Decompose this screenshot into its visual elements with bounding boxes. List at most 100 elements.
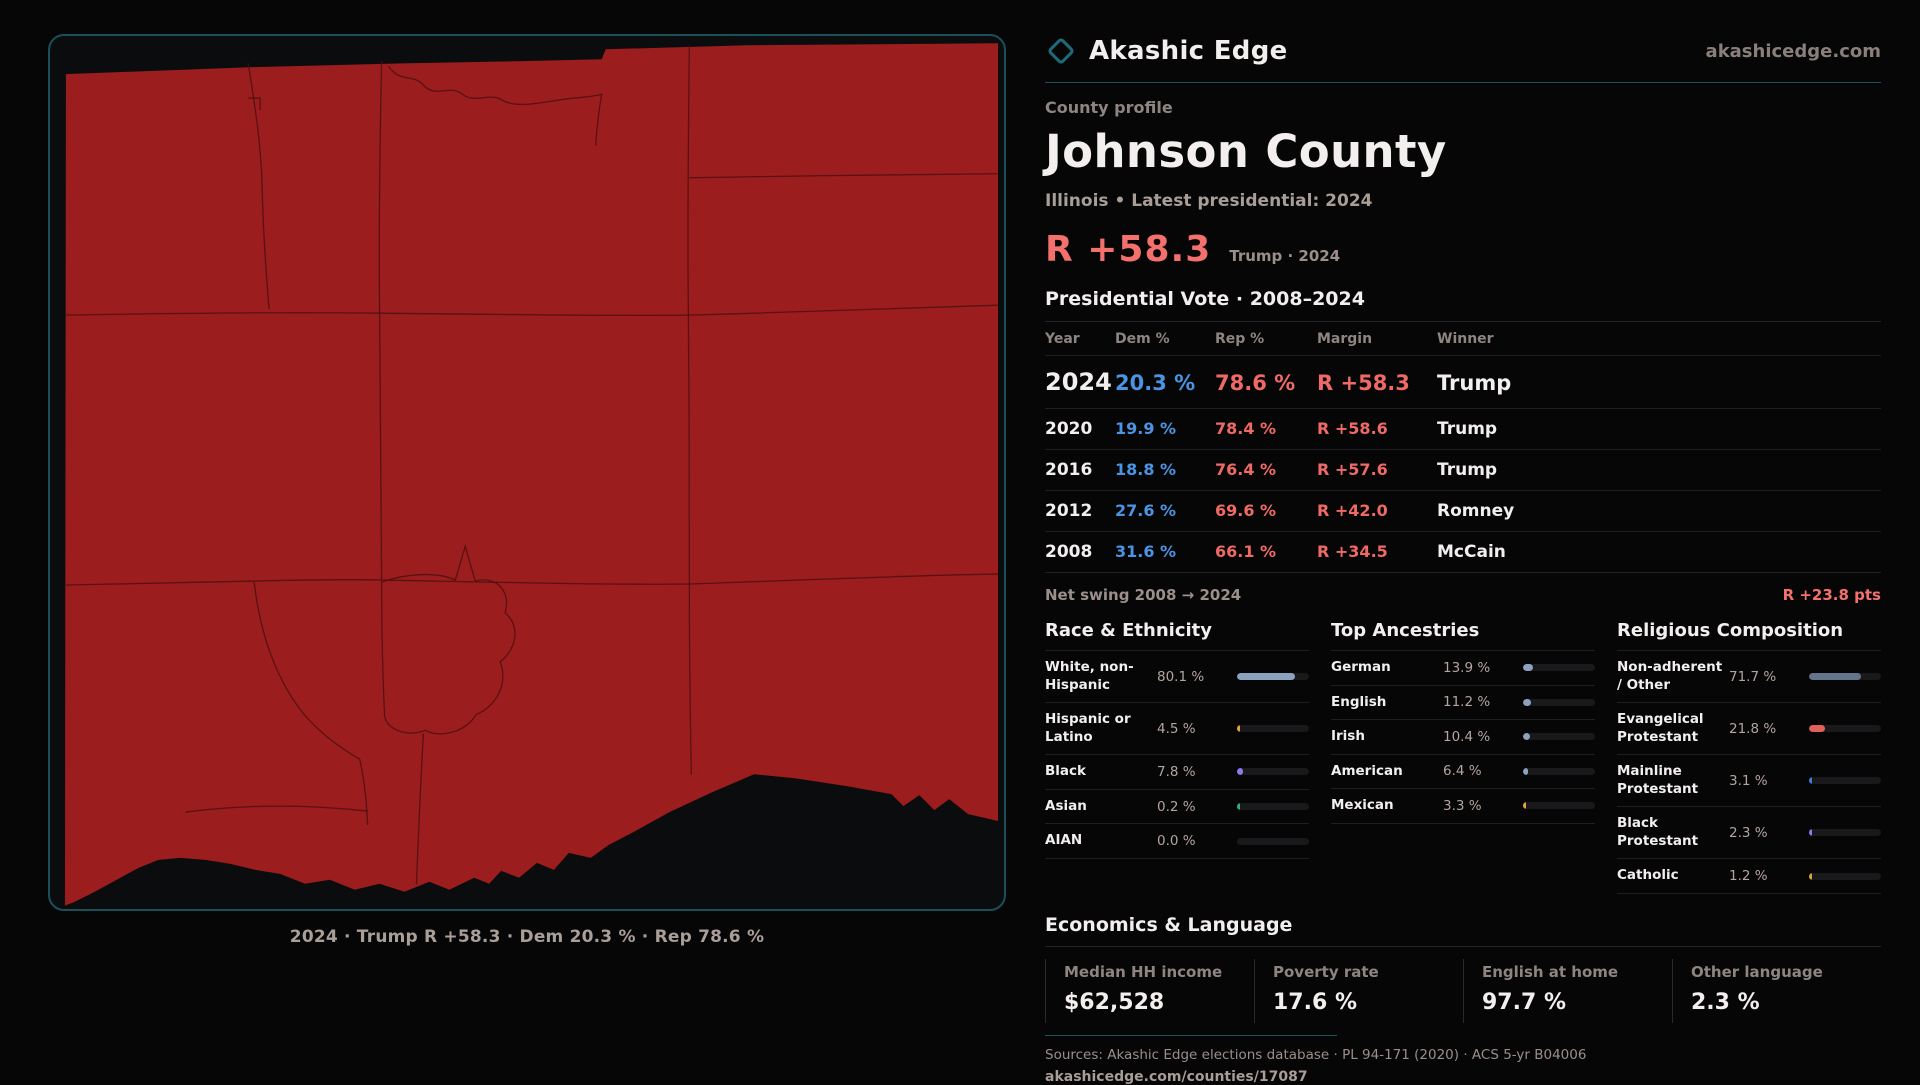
vote-table: Year Dem % Rep % Margin Winner 2024 20.3…	[1045, 321, 1881, 572]
cell-rep: 78.4 %	[1215, 419, 1277, 438]
list-item: German 13.9 %	[1331, 650, 1595, 685]
religion-section: Religious Composition Non-adherent / Oth…	[1617, 620, 1881, 894]
item-label: White, non-Hispanic	[1045, 659, 1134, 693]
cell-rep: 76.4 %	[1215, 460, 1277, 479]
cell-winner: Trump	[1437, 371, 1512, 395]
item-value: 4.5 %	[1157, 720, 1196, 737]
net-swing-label: Net swing 2008 → 2024	[1045, 586, 1242, 604]
stat-median-income: Median HH income $62,528	[1045, 958, 1254, 1023]
item-label: Asian	[1045, 797, 1087, 814]
stat-value: 17.6 %	[1273, 989, 1357, 1015]
brand-title: Akashic Edge	[1089, 36, 1288, 66]
religion-title: Religious Composition	[1617, 620, 1844, 641]
list-item: Evangelical Protestant 21.8 %	[1617, 702, 1881, 754]
cell-winner: Romney	[1437, 501, 1515, 521]
religion-list: Non-adherent / Other 71.7 % Evangelical …	[1617, 650, 1881, 894]
vote-table-header: Year Dem % Rep % Margin Winner	[1045, 322, 1881, 355]
col-year: Year	[1045, 331, 1080, 347]
table-row: 2024 20.3 % 78.6 % R +58.3 Trump	[1045, 355, 1881, 408]
mini-bar	[1523, 802, 1595, 810]
ancestries-list: German 13.9 % English 11.2 % Irish 10.4 …	[1331, 650, 1595, 824]
item-label: AIAN	[1045, 832, 1083, 849]
item-label: German	[1331, 659, 1391, 675]
cell-rep: 66.1 %	[1215, 542, 1277, 561]
map-caption: 2024 · Trump R +58.3 · Dem 20.3 % · Rep …	[289, 927, 765, 947]
item-label: Irish	[1331, 728, 1365, 745]
margin-headline-row: R +58.3 Trump · 2024	[1045, 229, 1881, 270]
mini-bar	[1523, 733, 1595, 741]
list-item: Mainline Protestant 3.1 %	[1617, 754, 1881, 806]
mini-bar	[1237, 673, 1309, 681]
list-item: AIAN 0.0 %	[1045, 823, 1309, 858]
race-ethnicity-list: White, non-Hispanic 80.1 % Hispanic or L…	[1045, 650, 1309, 859]
cell-dem: 20.3 %	[1115, 371, 1196, 395]
mini-bar	[1809, 673, 1881, 681]
cell-margin: R +42.0	[1317, 501, 1388, 520]
item-value: 21.8 %	[1729, 720, 1777, 737]
race-ethnicity-title: Race & Ethnicity	[1045, 620, 1212, 641]
mini-bar	[1809, 829, 1881, 837]
mini-bar	[1809, 777, 1881, 785]
stat-value: 2.3 %	[1691, 989, 1760, 1015]
page-subtitle: Illinois • Latest presidential: 2024	[1045, 191, 1373, 211]
list-item: Asian 0.2 %	[1045, 788, 1309, 824]
item-value: 80.1 %	[1157, 668, 1205, 685]
item-value: 1.2 %	[1729, 868, 1768, 885]
mini-bar	[1237, 837, 1309, 845]
mini-bar	[1523, 767, 1595, 775]
sources-text: Sources: Akashic Edge elections database…	[1045, 1046, 1587, 1063]
item-value: 3.3 %	[1443, 797, 1482, 814]
table-row: 2020 19.9 % 78.4 % R +58.6 Trump	[1045, 408, 1881, 449]
table-row: 2016 18.8 % 76.4 % R +57.6 Trump	[1045, 449, 1881, 490]
table-row: 2008 31.6 % 66.1 % R +34.5 McCain	[1045, 531, 1881, 572]
item-value: 6.4 %	[1443, 763, 1482, 780]
list-item: Black 7.8 %	[1045, 754, 1309, 789]
header-divider	[1045, 82, 1881, 83]
table-row: 2012 27.6 % 69.6 % R +42.0 Romney	[1045, 490, 1881, 531]
cell-year: 2020	[1045, 419, 1093, 439]
item-label: Black	[1045, 763, 1087, 780]
item-label: Black Protestant	[1617, 815, 1699, 849]
brand-header: Akashic Edge akashicedge.com	[1045, 28, 1881, 74]
site-link[interactable]: akashicedge.com	[1705, 40, 1881, 62]
item-label: Mainline Protestant	[1617, 763, 1699, 797]
list-item: Catholic 1.2 %	[1617, 858, 1881, 893]
county-map[interactable]	[50, 36, 1004, 909]
mini-bar	[1809, 872, 1881, 880]
diamond-icon	[1045, 35, 1077, 67]
county-shape[interactable]	[64, 43, 999, 906]
cell-winner: McCain	[1437, 542, 1506, 562]
item-value: 13.9 %	[1443, 659, 1491, 676]
item-value: 0.2 %	[1157, 798, 1196, 815]
list-item: American 6.4 %	[1331, 753, 1595, 789]
cell-rep: 78.6 %	[1215, 371, 1296, 395]
stat-other-language: Other language 2.3 %	[1672, 958, 1881, 1023]
mini-bar	[1523, 664, 1595, 672]
item-label: American	[1331, 762, 1403, 779]
net-swing-value: R +23.8 pts	[1782, 586, 1881, 604]
item-value: 7.8 %	[1157, 763, 1196, 780]
permalink-link[interactable]: akashicedge.com/counties/17087	[1045, 1068, 1308, 1085]
item-label: English	[1331, 693, 1387, 710]
cell-winner: Trump	[1437, 460, 1498, 480]
page-title: Johnson County	[1045, 125, 1447, 178]
cell-year: 2012	[1045, 501, 1093, 521]
list-item: Irish 10.4 %	[1331, 719, 1595, 754]
cell-dem: 31.6 %	[1115, 542, 1177, 561]
mini-bar	[1237, 803, 1309, 810]
list-item: Non-adherent / Other 71.7 %	[1617, 650, 1881, 702]
list-item: English 11.2 %	[1331, 684, 1595, 720]
stat-label: Poverty rate	[1273, 962, 1379, 981]
cell-dem: 18.8 %	[1115, 460, 1177, 479]
ancestries-title: Top Ancestries	[1331, 620, 1480, 641]
list-item: Mexican 3.3 %	[1331, 788, 1595, 823]
teal-accent-line	[1045, 1034, 1337, 1036]
cell-year: 2008	[1045, 542, 1093, 562]
county-profile-panel: Akashic Edge akashicedge.com County prof…	[1045, 28, 1881, 1085]
item-label: Non-adherent / Other	[1617, 659, 1723, 693]
stat-label: English at home	[1482, 962, 1619, 981]
economics-title: Economics & Language	[1045, 913, 1293, 936]
item-value: 71.7 %	[1729, 668, 1777, 685]
race-ethnicity-section: Race & Ethnicity White, non-Hispanic 80.…	[1045, 620, 1309, 894]
net-swing-row: Net swing 2008 → 2024 R +23.8 pts	[1045, 572, 1881, 604]
